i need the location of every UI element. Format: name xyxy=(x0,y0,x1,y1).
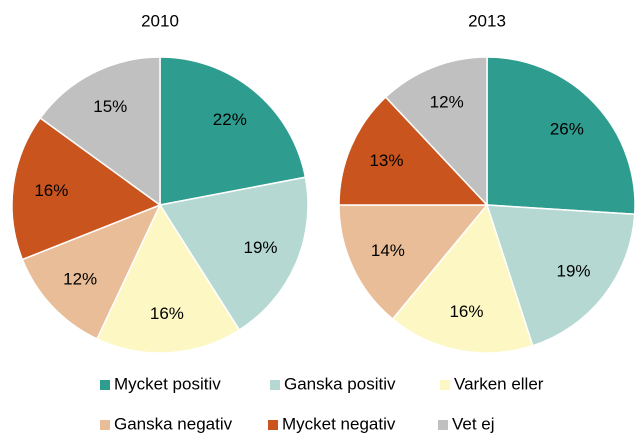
pie-slice xyxy=(95,203,241,354)
pie-slice xyxy=(158,176,309,331)
data-label: 12% xyxy=(430,93,464,112)
data-label: 15% xyxy=(93,97,127,116)
legend-label: Ganska negativ xyxy=(114,414,233,433)
legend-label: Mycket positiv xyxy=(114,374,221,393)
pie-slice xyxy=(391,203,534,354)
data-label: 19% xyxy=(243,238,277,257)
data-label: 26% xyxy=(550,120,584,139)
legend-label: Vet ej xyxy=(452,414,495,433)
data-label: 16% xyxy=(34,181,68,200)
legend-swatch xyxy=(440,380,450,390)
pie-slice xyxy=(39,56,161,207)
legend-label: Mycket negativ xyxy=(282,414,396,433)
pie-title: 2010 xyxy=(141,11,179,30)
data-label: 12% xyxy=(63,269,97,288)
legend-label: Varken eller xyxy=(454,374,544,393)
legend-swatch xyxy=(100,420,110,430)
legend-swatch xyxy=(100,380,110,390)
data-label: 13% xyxy=(369,151,403,170)
pie-slice xyxy=(11,116,162,261)
data-label: 19% xyxy=(557,262,591,281)
pie-slice xyxy=(338,204,489,321)
pie-slice xyxy=(384,56,488,207)
legend-label: Ganska positiv xyxy=(284,374,396,393)
pie-title: 2013 xyxy=(468,11,506,30)
pie-slice xyxy=(159,56,307,206)
legend-swatch xyxy=(268,420,278,430)
data-label: 22% xyxy=(213,110,247,129)
legend-swatch xyxy=(438,420,448,430)
pie-slice xyxy=(486,56,635,216)
data-label: 16% xyxy=(449,302,483,321)
data-label: 16% xyxy=(150,304,184,323)
legend-swatch xyxy=(270,380,280,390)
pie-slice xyxy=(338,96,489,206)
data-label: 14% xyxy=(371,241,405,260)
pie-slice xyxy=(485,204,635,347)
pie-slice xyxy=(21,203,162,340)
